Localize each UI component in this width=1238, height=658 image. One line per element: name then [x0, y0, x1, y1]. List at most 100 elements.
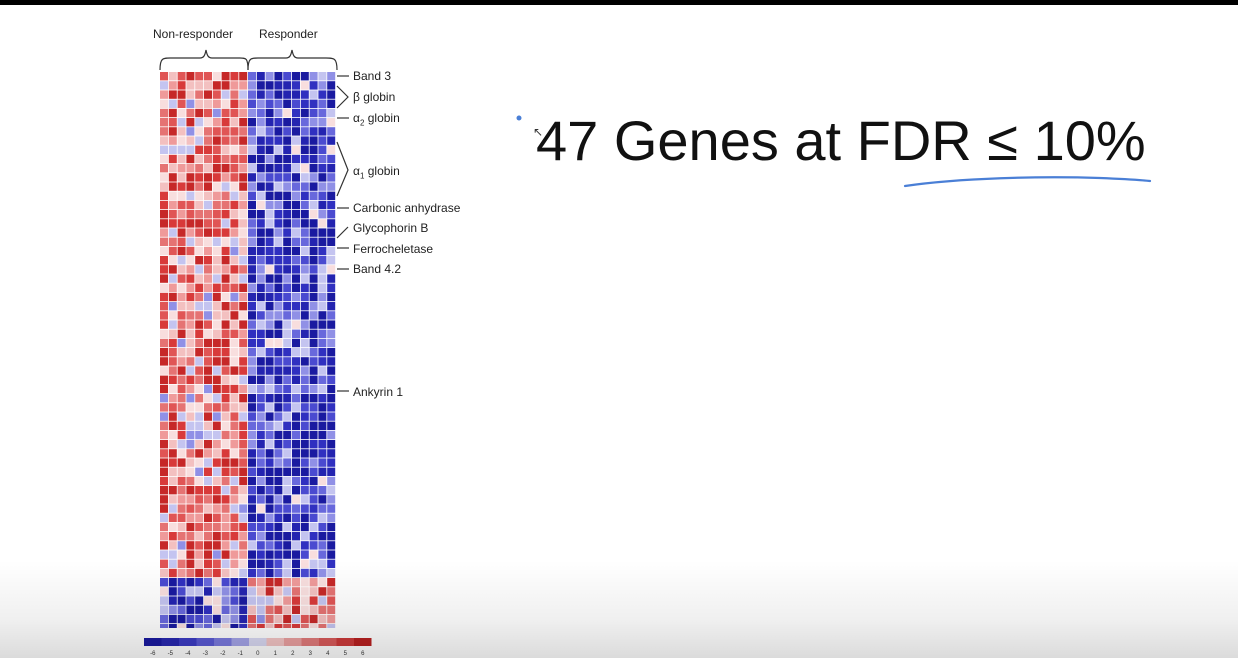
- heatmap-cell: [186, 311, 195, 320]
- heatmap-cell: [177, 311, 186, 320]
- heatmap-cell: [256, 532, 265, 541]
- heatmap-cell: [292, 219, 300, 228]
- heatmap-cell: [221, 81, 230, 90]
- heatmap-cell: [318, 136, 327, 145]
- heatmap-cell: [177, 568, 186, 578]
- heatmap-cell: [239, 467, 248, 476]
- heatmap-cell: [300, 550, 309, 559]
- heatmap-cell: [186, 495, 195, 504]
- heatmap-cell: [265, 72, 274, 81]
- heatmap-cell: [204, 403, 212, 412]
- heatmap-cell: [283, 90, 292, 99]
- heatmap-cell: [168, 237, 177, 246]
- heatmap-cell: [292, 108, 300, 118]
- heatmap-cell: [230, 541, 239, 550]
- heatmap-cell: [239, 412, 248, 421]
- heatmap-cell: [204, 412, 212, 421]
- heatmap-cell: [168, 72, 177, 81]
- heatmap-cell: [221, 191, 230, 200]
- heatmap-cell: [274, 228, 283, 237]
- heatmap-cell: [248, 394, 256, 403]
- heatmap-cell: [168, 394, 177, 403]
- heatmap-cell: [292, 495, 300, 504]
- heatmap-cell: [177, 127, 186, 136]
- heatmap-cell: [177, 467, 186, 476]
- heatmap-cell: [318, 384, 327, 394]
- heatmap-cell: [186, 384, 195, 394]
- heatmap-cell: [318, 108, 327, 118]
- heatmap-cell: [204, 559, 212, 568]
- heatmap-cell: [186, 302, 195, 311]
- heatmap-cell: [195, 384, 204, 394]
- heatmap-cell: [221, 412, 230, 421]
- heatmap-cell: [309, 108, 318, 118]
- heatmap-cell: [300, 403, 309, 412]
- heatmap-cell: [309, 81, 318, 90]
- heatmap-cell: [248, 486, 256, 495]
- heatmap-cell: [195, 338, 204, 348]
- heatmap-cell: [248, 614, 256, 624]
- heatmap-cell: [327, 495, 336, 504]
- heatmap-cell: [239, 164, 248, 173]
- heatmap-cell: [168, 522, 177, 532]
- heatmap-cell: [212, 145, 221, 154]
- heatmap-cell: [274, 265, 283, 274]
- heatmap-cell: [283, 614, 292, 624]
- heatmap-cell: [204, 357, 212, 366]
- heatmap-cell: [256, 274, 265, 283]
- heatmap-cell: [221, 99, 230, 108]
- heatmap-cell: [327, 624, 336, 628]
- heatmap-cell: [186, 440, 195, 449]
- heatmap-cell: [177, 394, 186, 403]
- heatmap-cell: [283, 587, 292, 596]
- heatmap-cell: [177, 173, 186, 182]
- heatmap-cell: [283, 568, 292, 578]
- heatmap-cell: [195, 72, 204, 81]
- heatmap-cell: [265, 200, 274, 210]
- heatmap-cell: [309, 329, 318, 338]
- heatmap-cell: [239, 568, 248, 578]
- heatmap-cell: [221, 182, 230, 191]
- heatmap-cell: [283, 191, 292, 200]
- heatmap-cell: [204, 440, 212, 449]
- heatmap-cell: [160, 154, 168, 164]
- gene-label-band42: Band 4.2: [353, 262, 402, 276]
- heatmap-cell: [221, 219, 230, 228]
- heatmap-cell: [309, 228, 318, 237]
- heatmap-cell: [283, 605, 292, 614]
- heatmap-cell: [283, 228, 292, 237]
- heatmap-cell: [248, 246, 256, 256]
- color-scale: -6 -5 -4 -3 -2 -1 0 1 2 3 4 5 6: [144, 638, 372, 657]
- heatmap-cell: [309, 182, 318, 191]
- heatmap-cell: [204, 311, 212, 320]
- heatmap-cell: [318, 624, 327, 628]
- scale-swatch: [319, 638, 337, 646]
- heatmap-cell: [283, 292, 292, 302]
- heatmap-cell: [274, 320, 283, 329]
- heatmap-cell: [318, 320, 327, 329]
- heatmap-cell: [318, 421, 327, 430]
- heatmap-cell: [274, 311, 283, 320]
- heatmap-cell: [274, 430, 283, 440]
- heatmap-cell: [186, 81, 195, 90]
- heatmap-cell: [177, 412, 186, 421]
- heatmap-cell: [195, 421, 204, 430]
- heatmap-cell: [204, 191, 212, 200]
- heatmap-cell: [195, 559, 204, 568]
- heatmap-cell: [300, 200, 309, 210]
- heatmap-cell: [160, 237, 168, 246]
- heatmap-cell: [177, 375, 186, 384]
- heatmap-cell: [283, 541, 292, 550]
- heatmap-cell: [256, 504, 265, 513]
- heatmap-cell: [204, 136, 212, 145]
- heatmap-cell: [160, 274, 168, 283]
- heatmap-cell: [327, 550, 336, 559]
- heatmap-cell: [327, 274, 336, 283]
- heatmap-cell: [177, 154, 186, 164]
- heatmap-cell: [168, 320, 177, 329]
- heatmap-cell: [195, 596, 204, 605]
- heatmap-cell: [221, 384, 230, 394]
- heatmap-cell: [239, 375, 248, 384]
- heatmap-cell: [168, 495, 177, 504]
- heatmap-cell: [318, 504, 327, 513]
